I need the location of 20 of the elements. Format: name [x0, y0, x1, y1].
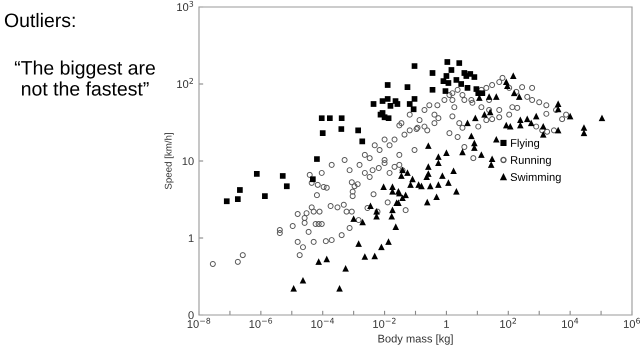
y-axis-title: Speed [km/h] — [164, 133, 174, 190]
y-tick-label: 0 — [188, 311, 194, 320]
x-tick-label: 10$^{4}$ — [562, 318, 578, 328]
x-tick-label: 10$^{−4}$ — [311, 318, 334, 328]
legend-label: Swimming — [510, 172, 561, 184]
x-tick-label: 10$^{2}$ — [500, 318, 516, 328]
x-tick-label: 10$^{−8}$ — [188, 318, 210, 328]
x-tick-label: 1 — [444, 320, 449, 328]
legend-label: Flying — [511, 138, 540, 150]
x-tick-label: 10$^{6}$ — [624, 318, 640, 328]
text: Outliers: — [4, 12, 75, 28]
x-tick-label: 10$^{−6}$ — [250, 318, 272, 328]
text: “The biggest are not the fastest” — [14, 60, 155, 96]
x-tick-label: 10$^{−2}$ — [373, 318, 396, 328]
y-tick-label: 10 — [182, 157, 194, 166]
y-tick-label: 1 — [188, 234, 194, 242]
y-tick-label: 10$^{3}$ — [177, 0, 194, 12]
legend-label: Running — [511, 156, 551, 166]
x-axis-title: Body mass [kg] — [378, 334, 453, 345]
y-tick-label: 10$^{2}$ — [177, 78, 193, 88]
